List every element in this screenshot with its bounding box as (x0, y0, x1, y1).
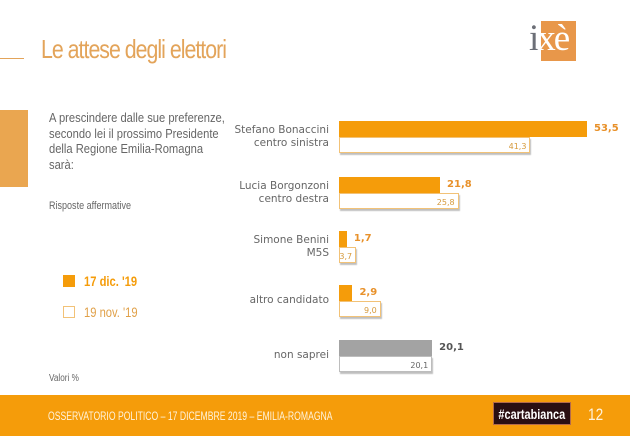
data-label-19-nov: 25,8 (436, 198, 455, 207)
category-label: altro candidato (250, 294, 329, 307)
category-subtitle: centro destra (258, 193, 329, 205)
category-label: Simone Benini M5S (254, 234, 330, 260)
bar-19-nov (339, 137, 531, 153)
legend-item-current: 17 dic. '19 (63, 273, 150, 289)
footer-text: OSSERVATORIO POLITICO – 17 DICEMBRE 2019… (48, 409, 333, 423)
legend-item-previous: 19 nov. '19 (63, 304, 151, 320)
bar-17-dic (339, 121, 587, 137)
category-subtitle: M5S (306, 247, 329, 259)
data-label-19-nov: 3,7 (339, 252, 353, 261)
bar-19-nov (339, 193, 459, 209)
data-label-19-nov: 9,0 (363, 306, 377, 315)
bar-19-nov (339, 356, 433, 372)
data-label-17-dic: 2,9 (359, 287, 378, 298)
legend-swatch-filled (63, 275, 75, 287)
data-label-17-dic: 53,5 (594, 123, 619, 134)
category-name: Simone Benini (253, 234, 330, 246)
title-rule (0, 58, 24, 59)
bar-17-dic (339, 340, 433, 356)
data-label-19-nov: 41,3 (508, 142, 527, 151)
legend-label: 17 dic. '19 (84, 273, 138, 289)
units-note: Valori % (49, 373, 79, 384)
page-title: Le attese degli elettori (41, 34, 227, 64)
bar-17-dic (339, 231, 347, 247)
category-label: non saprei (274, 349, 329, 362)
bar-17-dic (339, 285, 353, 301)
category-name: Stefano Bonaccini (234, 124, 329, 136)
side-accent-block (0, 110, 28, 187)
category-label: Stefano Bonaccini centro sinistra (234, 124, 329, 150)
data-label-19-nov: 20,1 (410, 361, 429, 370)
page-number: 12 (588, 405, 604, 424)
bar-17-dic (339, 177, 441, 193)
data-label-17-dic: 21,8 (447, 179, 472, 190)
bar-19-nov (339, 247, 357, 263)
legend-swatch-outline (63, 306, 75, 318)
category-name: altro candidato (249, 294, 329, 306)
cartabianca-badge: #cartabianca (493, 402, 571, 425)
category-name: non saprei (273, 349, 329, 361)
subnote: Risposte affermative (49, 200, 132, 212)
category-subtitle: centro sinistra (253, 137, 329, 149)
logo-text: ixè (529, 18, 570, 59)
footer-bar: OSSERVATORIO POLITICO – 17 DICEMBRE 2019… (0, 395, 630, 436)
ixe-logo: ixè (529, 18, 583, 61)
legend-label: 19 nov. '19 (84, 304, 138, 320)
category-name: Lucia Borgonzoni (239, 180, 329, 192)
logo-box (541, 21, 576, 61)
category-label: Lucia Borgonzoni centro destra (239, 180, 329, 206)
data-label-17-dic: 20,1 (439, 342, 464, 353)
bar-19-nov (339, 301, 381, 317)
question-text: A prescindere dalle sue preferenze, seco… (49, 110, 225, 172)
data-label-17-dic: 1,7 (353, 233, 372, 244)
